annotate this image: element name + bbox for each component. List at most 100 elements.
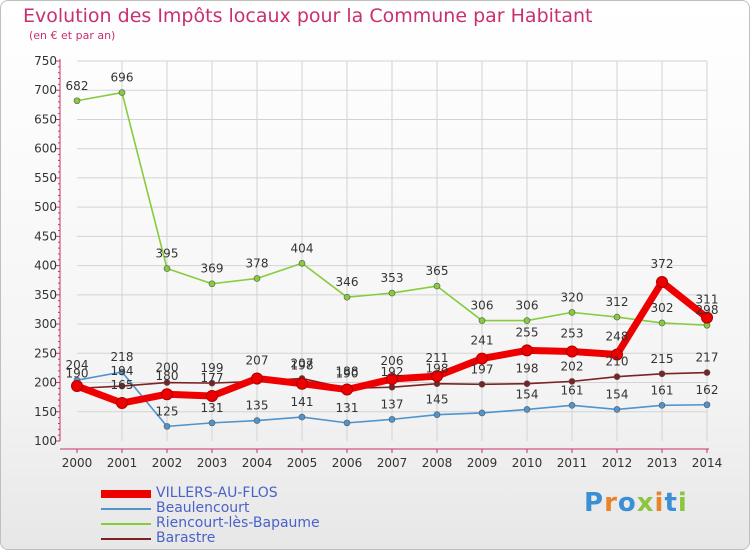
data-point-villers-au-flos	[521, 344, 533, 357]
data-label-villers-au-flos: 207	[246, 353, 269, 367]
data-label-barastre: 198	[426, 362, 449, 376]
grid-lines	[77, 60, 708, 441]
data-point-barastre	[658, 370, 666, 378]
x-tick-label: 2011	[557, 456, 588, 470]
data-label-beaulencourt: 131	[201, 401, 224, 415]
data-point-beaulencourt	[703, 401, 711, 409]
data-point-riencourt-l-s-bapaume	[433, 282, 441, 290]
data-label-villers-au-flos: 255	[516, 325, 539, 339]
data-label-barastre: 190	[336, 366, 359, 380]
data-point-riencourt-l-s-bapaume	[208, 280, 216, 288]
legend-label: VILLERS-AU-FLOS	[156, 485, 278, 501]
y-tick-label: 600	[34, 142, 57, 156]
data-label-barastre: 199	[201, 361, 224, 375]
y-tick-label: 500	[34, 200, 57, 214]
data-point-riencourt-l-s-bapaume	[118, 89, 126, 96]
data-label-villers-au-flos: 198	[291, 359, 314, 373]
data-point-barastre	[163, 379, 171, 386]
data-point-beaulencourt	[613, 406, 621, 413]
data-point-beaulencourt	[163, 423, 171, 430]
axes: 100 150 200 250 300 350 400 450 500 550 600 650 700 7…	[34, 54, 722, 470]
x-tick-label: 2005	[287, 456, 318, 470]
data-label-beaulencourt: 162	[696, 383, 719, 397]
legend-swatch	[101, 508, 151, 510]
data-point-riencourt-l-s-bapaume	[613, 313, 621, 321]
data-point-beaulencourt	[658, 402, 666, 409]
x-tick-label: 2012	[602, 456, 633, 470]
data-point-villers-au-flos	[206, 389, 218, 402]
data-point-beaulencourt	[478, 409, 486, 417]
y-tick-label: 400	[34, 259, 57, 273]
y-tick-label: 200	[34, 376, 57, 390]
data-label-barastre: 198	[516, 362, 539, 376]
data-label-barastre: 190	[66, 366, 89, 380]
x-tick-label: 2014	[692, 456, 723, 470]
data-point-villers-au-flos	[116, 397, 128, 409]
x-tick-label: 2001	[107, 456, 138, 470]
data-label-barastre: 210	[606, 355, 629, 369]
data-label-beaulencourt: 135	[246, 399, 269, 413]
data-label-riencourt-l-s-bapaume: 682	[66, 79, 89, 93]
data-label-villers-au-flos: 206	[381, 354, 404, 368]
x-tick-label: 2007	[377, 456, 408, 470]
data-label-riencourt-l-s-bapaume: 302	[651, 301, 674, 315]
data-point-barastre	[388, 383, 396, 391]
legend-label: Barastre	[156, 530, 216, 546]
legend-swatch	[101, 523, 151, 525]
data-point-beaulencourt	[568, 402, 576, 409]
data-point-riencourt-l-s-bapaume	[523, 317, 531, 324]
chart-title: Evolution des Impôts locaux pour la Comm…	[23, 5, 593, 27]
data-label-riencourt-l-s-bapaume: 298	[696, 303, 719, 317]
data-label-beaulencourt: 161	[561, 383, 584, 397]
data-point-barastre	[613, 373, 621, 380]
data-point-villers-au-flos	[71, 380, 83, 393]
data-label-riencourt-l-s-bapaume: 404	[291, 241, 314, 255]
data-point-villers-au-flos	[701, 311, 713, 324]
data-label-beaulencourt: 141	[291, 395, 314, 409]
y-tick-label: 700	[34, 83, 57, 97]
data-label-villers-au-flos: 165	[111, 378, 134, 392]
data-points	[71, 89, 713, 430]
data-label-riencourt-l-s-bapaume: 320	[561, 290, 584, 304]
data-point-villers-au-flos	[611, 348, 623, 361]
data-label-riencourt-l-s-bapaume: 378	[246, 256, 269, 270]
data-label-barastre: 202	[561, 359, 584, 373]
data-point-barastre	[523, 380, 531, 388]
data-point-beaulencourt	[343, 419, 351, 427]
data-point-villers-au-flos	[386, 373, 398, 386]
x-tick-label: 2008	[422, 456, 453, 470]
data-label-beaulencourt: 161	[651, 383, 674, 397]
data-point-villers-au-flos	[251, 372, 263, 385]
data-label-beaulencourt: 154	[606, 387, 629, 401]
data-label-barastre: 200	[156, 361, 179, 375]
data-label-villers-au-flos: 372	[651, 257, 674, 271]
data-label-riencourt-l-s-bapaume: 369	[201, 262, 224, 276]
y-tick-label: 650	[34, 112, 57, 126]
data-label-villers-au-flos: 188	[336, 365, 359, 379]
data-point-riencourt-l-s-bapaume	[253, 275, 261, 282]
data-label-barastre: 207	[291, 356, 314, 370]
data-point-beaulencourt	[118, 368, 126, 376]
legend-swatch	[101, 490, 151, 498]
data-point-barastre	[703, 369, 711, 376]
data-point-villers-au-flos	[566, 345, 578, 358]
data-point-beaulencourt	[388, 416, 396, 423]
data-point-riencourt-l-s-bapaume	[343, 293, 351, 301]
data-label-beaulencourt: 145	[426, 393, 449, 407]
data-point-villers-au-flos	[161, 388, 173, 401]
data-label-beaulencourt: 154	[516, 387, 539, 401]
x-tick-label: 2006	[332, 456, 363, 470]
y-tick-label: 300	[34, 317, 57, 331]
data-label-barastre: 217	[696, 351, 719, 365]
data-point-beaulencourt	[253, 417, 261, 424]
data-point-barastre	[568, 378, 576, 385]
data-point-riencourt-l-s-bapaume	[73, 97, 81, 105]
data-label-beaulencourt: 204	[66, 358, 89, 372]
legend-swatch	[101, 538, 151, 540]
data-label-riencourt-l-s-bapaume: 696	[111, 71, 134, 85]
data-label-beaulencourt: 137	[381, 397, 404, 411]
data-label-riencourt-l-s-bapaume: 395	[156, 247, 179, 261]
